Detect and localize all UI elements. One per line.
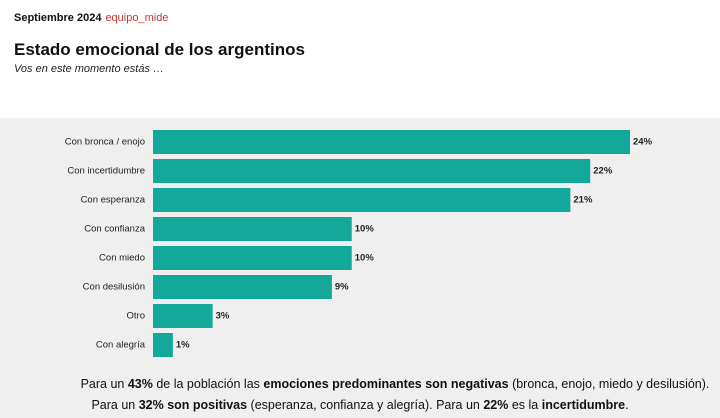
category-label: Con incertidumbre: [67, 166, 145, 177]
chart: Con bronca / enojo 24% Con incertidumbre 22…: [65, 130, 653, 357]
category-label: Con confianza: [84, 224, 145, 235]
value-label: 1%: [176, 340, 190, 351]
value-label: 10%: [355, 224, 375, 235]
chart-subtitle: Vos en este momento estás …: [14, 63, 164, 75]
source: equipo_mide: [105, 12, 169, 24]
footer-text: Para un: [80, 377, 128, 391]
footer: Para un 43% de la población las emocione…: [0, 374, 720, 416]
chart-title: Estado emocional de los argentinos: [14, 40, 305, 59]
footer-text: 32% son positivas: [138, 398, 248, 412]
footer-text: (esperanza, confianza y alegría). Para u…: [247, 398, 484, 412]
category-label: Con miedo: [99, 253, 145, 264]
footer-line: Para un 32% son positivas (esperanza, co…: [0, 395, 720, 416]
header: Septiembre 2024 equipo_mide: [14, 12, 168, 24]
footer-text: emociones predominantes son negativas: [263, 377, 509, 391]
bar: [153, 217, 352, 241]
value-label: 9%: [335, 282, 349, 293]
bar: [153, 246, 352, 270]
bar: [153, 188, 571, 212]
bar: [153, 333, 173, 357]
bar: [153, 304, 213, 328]
category-label: Con desilusión: [83, 282, 145, 293]
footer-text: es la: [508, 398, 542, 412]
bar: [153, 159, 591, 183]
footer-text: (bronca, enojo, miedo y desilusión).: [508, 377, 710, 391]
value-label: 10%: [355, 253, 375, 264]
footer-text: 22%: [483, 398, 509, 412]
value-label: 24%: [633, 137, 653, 148]
footer-line: Para un 43% de la población las emocione…: [0, 374, 720, 395]
footer-text: incertidumbre: [541, 398, 626, 412]
chart-panel: Con bronca / enojo 24% Con incertidumbre 22…: [0, 118, 720, 418]
bar: [153, 130, 630, 154]
date: Septiembre 2024: [14, 12, 102, 24]
bar: [153, 275, 332, 299]
value-label: 22%: [593, 166, 613, 177]
footer-text: .: [625, 398, 629, 412]
footer-text: Para un: [91, 398, 139, 412]
footer-text: de la población las: [152, 377, 264, 391]
category-label: Con alegría: [96, 340, 146, 351]
value-label: 21%: [573, 195, 593, 206]
category-label: Otro: [127, 311, 145, 322]
value-label: 3%: [216, 311, 230, 322]
category-label: Con esperanza: [81, 195, 146, 206]
footer-text: 43%: [127, 377, 153, 391]
category-label: Con bronca / enojo: [65, 137, 145, 148]
